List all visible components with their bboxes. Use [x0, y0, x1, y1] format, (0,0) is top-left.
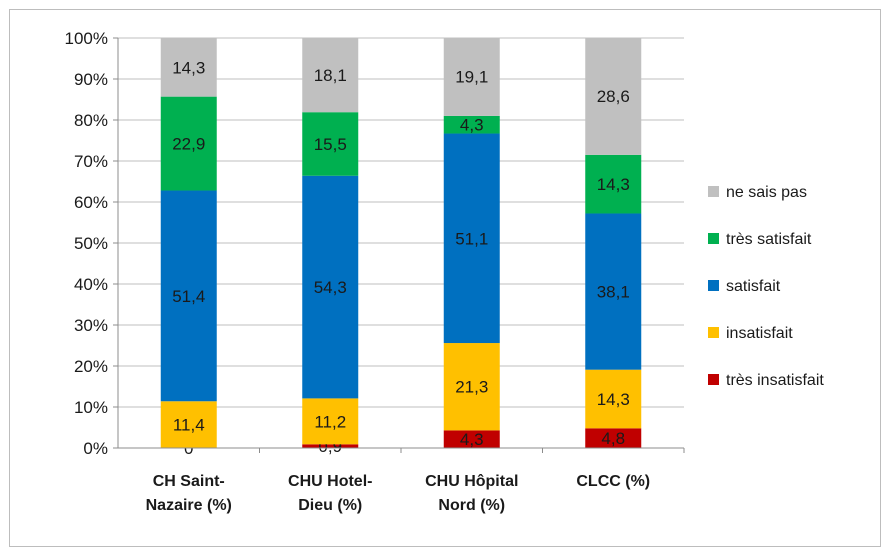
legend-entry: ne sais pas: [726, 184, 807, 201]
x-category-label: CHU Hôpital Nord (%): [425, 473, 518, 514]
legend-entry: très satisfait: [726, 231, 812, 248]
bar-segment: [443, 430, 500, 448]
y-tick-label: 0%: [83, 439, 108, 458]
data-label: 18,1: [314, 66, 347, 85]
legend-swatch: [708, 374, 719, 385]
bar-segment: [585, 154, 642, 214]
data-label: 15,5: [314, 135, 347, 154]
y-tick-label: 20%: [74, 357, 108, 376]
y-tick-label: 90%: [74, 70, 108, 89]
data-label: 11,2: [314, 412, 346, 431]
data-label: 28,6: [597, 87, 630, 106]
y-tick-label: 10%: [74, 398, 108, 417]
bar-segment: [443, 343, 500, 431]
bar-segment: [160, 38, 217, 97]
legend-swatch: [708, 233, 719, 244]
x-category-label: CHU Hotel-Dieu (%): [288, 473, 372, 514]
data-label: 14,3: [597, 175, 630, 194]
bar-segment: [585, 213, 642, 370]
y-tick-label: 40%: [74, 275, 108, 294]
bar-segment: [160, 401, 217, 448]
data-label: 4,8: [601, 429, 625, 448]
legend-entry: très insatisfait: [726, 372, 824, 389]
data-label: 22,9: [172, 135, 205, 154]
legend-entry: insatisfait: [726, 325, 793, 342]
data-label: 4,3: [460, 430, 484, 449]
y-tick-label: 100%: [65, 29, 108, 48]
chart-frame: 0%10%20%30%40%50%60%70%80%90%100% 011,45…: [9, 9, 881, 547]
data-label: 14,3: [597, 390, 630, 409]
bar-segment: [585, 428, 642, 448]
y-axis: 0% 10% 20% 30% 40% 50% 60% 70% 80% 90% 100%: [65, 29, 119, 458]
legend-swatch: [708, 280, 719, 291]
bar-segment: [160, 96, 217, 191]
legend: ne sais pas très satisfait satisfait insati…: [708, 184, 824, 389]
bar-segment: [302, 112, 359, 176]
bars: 011,451,422,914,30,911,254,315,518,14,32…: [160, 37, 642, 458]
bar-segment: [302, 38, 359, 113]
y-tick-label: 60%: [74, 193, 108, 212]
data-label: 21,3: [455, 378, 488, 397]
bar-segment: [585, 37, 642, 155]
bar-segment: [443, 133, 500, 344]
y-tick-label: 30%: [74, 316, 108, 335]
legend-swatch: [708, 186, 719, 197]
legend-swatch: [708, 327, 719, 338]
data-label: 11,4: [173, 416, 205, 435]
data-label: 38,1: [597, 283, 630, 302]
bar-segment: [160, 190, 217, 402]
data-label: 51,1: [455, 229, 488, 248]
x-category-label: CH Saint-Nazaire (%): [146, 473, 232, 514]
y-tick-label: 50%: [74, 234, 108, 253]
y-tick-label: 80%: [74, 111, 108, 130]
legend-entry: satisfait: [726, 278, 781, 295]
data-label: 51,4: [172, 287, 205, 306]
data-label: 54,3: [314, 278, 347, 297]
bar-segment: [302, 175, 359, 399]
stacked-bar-chart: 0%10%20%30%40%50%60%70%80%90%100% 011,45…: [65, 29, 825, 514]
bar-segment: [302, 398, 359, 445]
bar-segment: [302, 444, 359, 448]
data-label: 4,3: [460, 116, 484, 135]
bar-segment: [443, 115, 500, 134]
bar-segment: [585, 369, 642, 429]
bar-segment: [443, 37, 500, 116]
data-label: 19,1: [455, 68, 488, 87]
x-category-label: CLCC (%): [576, 473, 650, 490]
data-label: 14,3: [172, 58, 205, 77]
y-tick-label: 70%: [74, 152, 108, 171]
x-axis: CH Saint-Nazaire (%) CHU Hotel-Dieu (%) CH…: [118, 447, 685, 514]
